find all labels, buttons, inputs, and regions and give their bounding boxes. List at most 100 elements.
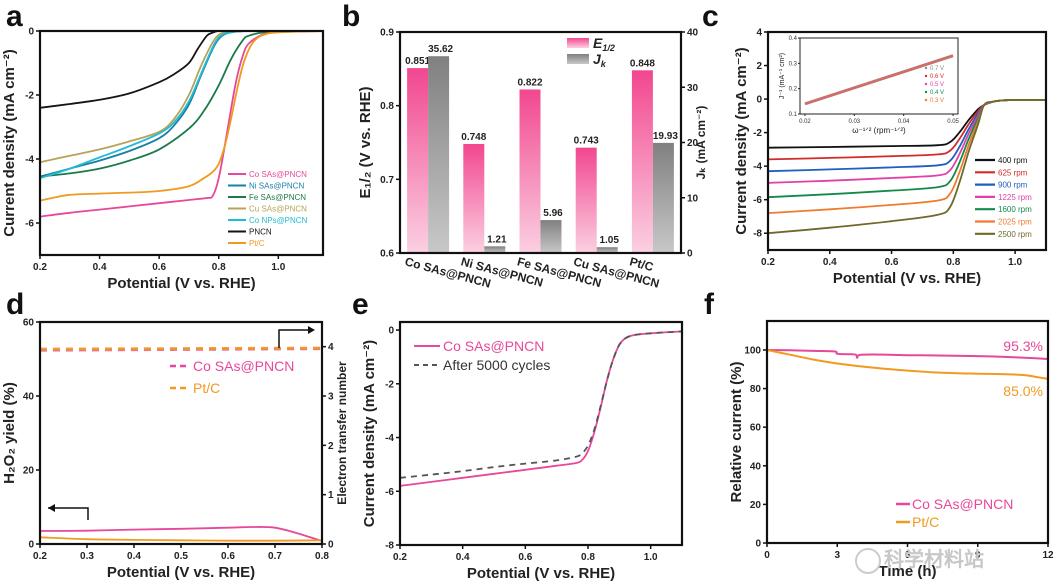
y-tick-label: 0 xyxy=(28,27,34,38)
y2-tick-label: 30 xyxy=(687,83,699,94)
x-tick-label: 0.5 xyxy=(174,551,188,562)
x-tick-label: 1.0 xyxy=(271,262,285,273)
arrow-head-right-icon xyxy=(308,326,315,334)
bar-label-e12: 0.743 xyxy=(574,136,599,147)
y-tick-label: -6 xyxy=(753,195,762,206)
y-tick-label: -4 xyxy=(753,162,762,173)
legend-label: Co SAs@PNCN xyxy=(193,358,294,374)
legend-label: Co NPs@PNCN xyxy=(249,216,308,225)
legend-subscript: 1/2 xyxy=(602,43,615,53)
legend-label: Jk xyxy=(593,51,607,69)
x-tick-label: 3 xyxy=(834,550,840,561)
y-tick-label: 0.7 xyxy=(380,175,394,186)
panel-letter: f xyxy=(704,288,715,321)
bar-label-jk: 5.96 xyxy=(543,208,563,219)
y-tick-label: 60 xyxy=(23,318,35,329)
panel-e: e 0.2 0.4 0.6 0.8 1.0 0 -2 -4 -6 -8 Potential (V vs… xyxy=(352,288,684,582)
y-tick-label: 2 xyxy=(756,61,762,72)
legend-label: 1600 rpm xyxy=(998,205,1032,214)
y-tick-label: -4 xyxy=(25,155,34,166)
panel-d: d0.2 0.3 0.4 0.5 0.6 0.7 0.8020406001234Potent… xyxy=(1,288,349,581)
legend-swatch xyxy=(567,38,589,48)
plot-frame-c xyxy=(766,30,1048,252)
bar-e12 xyxy=(631,70,653,253)
y-tick-label: -2 xyxy=(25,91,34,102)
plot-frame-d xyxy=(38,320,324,546)
y-tick-label: 80 xyxy=(750,384,762,395)
x-tick-label: 1.0 xyxy=(1008,257,1022,268)
bar-jk xyxy=(540,220,562,253)
inset-fit-line xyxy=(804,54,954,106)
y-axis-label: H₂O₂ yield (%) xyxy=(1,382,18,484)
y-tick-label: 0 xyxy=(756,95,762,106)
bar-label-e12: 0.822 xyxy=(517,77,542,88)
x-axis-label: Potential (V vs. RHE) xyxy=(467,565,615,582)
legend-label: Fe SAs@PNCN xyxy=(249,193,306,202)
series-line xyxy=(766,349,1049,380)
x-axis-label: Potential (V vs. RHE) xyxy=(107,275,255,292)
y-tick-label: 20 xyxy=(23,466,35,477)
y2-axis-label: Electron transfer number xyxy=(335,361,349,505)
legend-label: Pt/C xyxy=(193,380,220,396)
series-line xyxy=(766,349,1049,360)
inset-x-tick-label: 0.03 xyxy=(848,119,860,125)
legend-label: 400 rpm xyxy=(998,156,1028,165)
bar-e12 xyxy=(575,147,597,253)
x-tick-label: 0.2 xyxy=(33,551,47,562)
legend-label: Ni SAs@PNCN xyxy=(249,182,304,191)
plot-frame-a xyxy=(38,29,325,257)
x-tick-label: 0.7 xyxy=(268,551,282,562)
x-tick-label: 0.4 xyxy=(456,552,470,563)
panel-c: c 0.2 0.4 0.6 0.8 1.0 4 2 0 -2 -4 -6 -8 Potential (V … xyxy=(702,0,1048,287)
x-axis-label: Time (h) xyxy=(878,563,936,580)
bar-label-jk: 1.05 xyxy=(599,235,619,246)
inset-legend-label: 0.4 V xyxy=(930,90,944,96)
inset-y-tick-label: 0.2 xyxy=(789,87,798,93)
electron-number-line xyxy=(39,346,323,351)
inset-x-tick-label: 0.02 xyxy=(799,119,811,125)
y-tick-label: 0 xyxy=(388,326,394,337)
inset-x-tick-label: 0.04 xyxy=(898,119,910,125)
inset-y-tick-label: 0.3 xyxy=(789,61,798,67)
x-tick-label: 0.2 xyxy=(761,257,775,268)
inset-x-tick-label: 0.05 xyxy=(947,119,959,125)
legend-label: 2500 rpm xyxy=(998,230,1032,239)
panel-letter: c xyxy=(702,0,719,33)
y2-tick-label: 20 xyxy=(687,138,699,149)
legend-label: Pt/C xyxy=(249,239,265,248)
x-tick-label: 0.6 xyxy=(518,552,532,563)
panel-letter: e xyxy=(352,288,369,321)
series-line xyxy=(39,30,324,178)
y-tick-label: 0.6 xyxy=(380,249,394,260)
series-line xyxy=(399,330,683,479)
y-tick-label: -8 xyxy=(753,229,762,240)
x-tick-label: 0.6 xyxy=(885,257,899,268)
inset-y-label: J⁻¹ (mA⁻¹ cm²) xyxy=(779,53,786,99)
y2-axis-label: Jₖ (mA cm⁻²) xyxy=(694,106,708,180)
y-tick-label: -6 xyxy=(25,219,34,230)
legend-label: After 5000 cycles xyxy=(443,357,550,373)
y-tick-label: -2 xyxy=(753,128,762,139)
legend-subscript: k xyxy=(601,59,607,69)
panel-f: f 0 3 6 9 12 0 20 40 60 80 100 Time (h) Relative curr… xyxy=(704,288,1054,580)
bar-jk xyxy=(428,56,450,254)
y-tick-label: 0.8 xyxy=(380,101,394,112)
annotation-retention: 85.0% xyxy=(1003,383,1043,399)
bar-jk xyxy=(484,246,506,253)
panel-letter: b xyxy=(342,0,360,33)
x-tick-label: 0.6 xyxy=(152,262,166,273)
x-tick-label: 0.8 xyxy=(581,552,595,563)
category-label: Pt/C xyxy=(628,254,655,274)
y-tick-label: 20 xyxy=(750,500,762,511)
inset-legend-label: 0.6 V xyxy=(930,74,944,80)
x-axis-label: Potential (V vs. RHE) xyxy=(107,564,255,581)
bar-e12 xyxy=(519,89,541,254)
right-axis-arrow xyxy=(278,329,312,348)
legend-label: 1225 rpm xyxy=(998,193,1032,202)
y-tick-label: 100 xyxy=(744,345,761,356)
y2-tick-label: 1 xyxy=(328,490,334,501)
y-tick-label: -2 xyxy=(385,379,394,390)
y-tick-label: 0 xyxy=(28,540,34,551)
legend-label: 2025 rpm xyxy=(998,218,1032,227)
